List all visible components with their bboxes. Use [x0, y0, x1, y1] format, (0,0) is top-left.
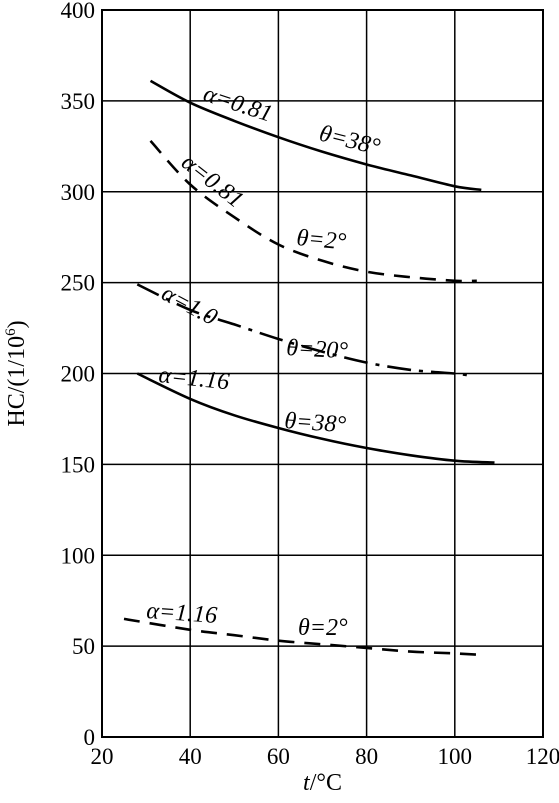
x-tick-label-60: 60: [267, 744, 290, 769]
series-4-alpha-label: α=1.16: [157, 362, 230, 395]
y-axis-label: HC/(1/106): [3, 320, 30, 426]
series-1-alpha-label: α=0.81: [200, 81, 275, 128]
y-tick-label-50: 50: [72, 634, 95, 659]
series-5-alpha-label: α=1.16: [146, 598, 218, 629]
x-tick-label-40: 40: [179, 744, 202, 769]
y-tick-label-400: 400: [61, 0, 96, 23]
series-3-alpha-label: α=1.0: [157, 280, 221, 331]
y-axis-label-main: HC/(1/10: [4, 336, 30, 427]
x-axis-label-unit: /°C: [310, 770, 342, 796]
y-tick-label-350: 350: [61, 89, 96, 114]
y-tick-label-250: 250: [61, 271, 96, 296]
y-tick-label-0: 0: [84, 725, 96, 750]
y-tick-label-100: 100: [61, 543, 96, 568]
series-4-theta-label: θ=38°: [284, 408, 348, 438]
series-3-theta-label: θ=20°: [286, 335, 349, 364]
annotations: α=0.81θ=38°α=0.81θ=2°α=1.0θ=20°α=1.16θ=3…: [146, 81, 383, 641]
y-tick-label-200: 200: [61, 362, 96, 387]
series-5-theta-label: θ=2°: [298, 615, 348, 641]
x-tick-label-100: 100: [438, 744, 473, 769]
x-axis-label: t/°C: [303, 770, 342, 796]
series-1-theta-label: θ=38°: [317, 121, 383, 161]
y-axis-label-close: ): [4, 320, 30, 328]
y-tick-label-150: 150: [61, 452, 96, 477]
x-tick-label-120: 120: [526, 744, 559, 769]
series-2-theta-label: θ=2°: [295, 225, 347, 255]
y-tick-label-300: 300: [61, 180, 96, 205]
x-tick-label-80: 80: [355, 744, 378, 769]
